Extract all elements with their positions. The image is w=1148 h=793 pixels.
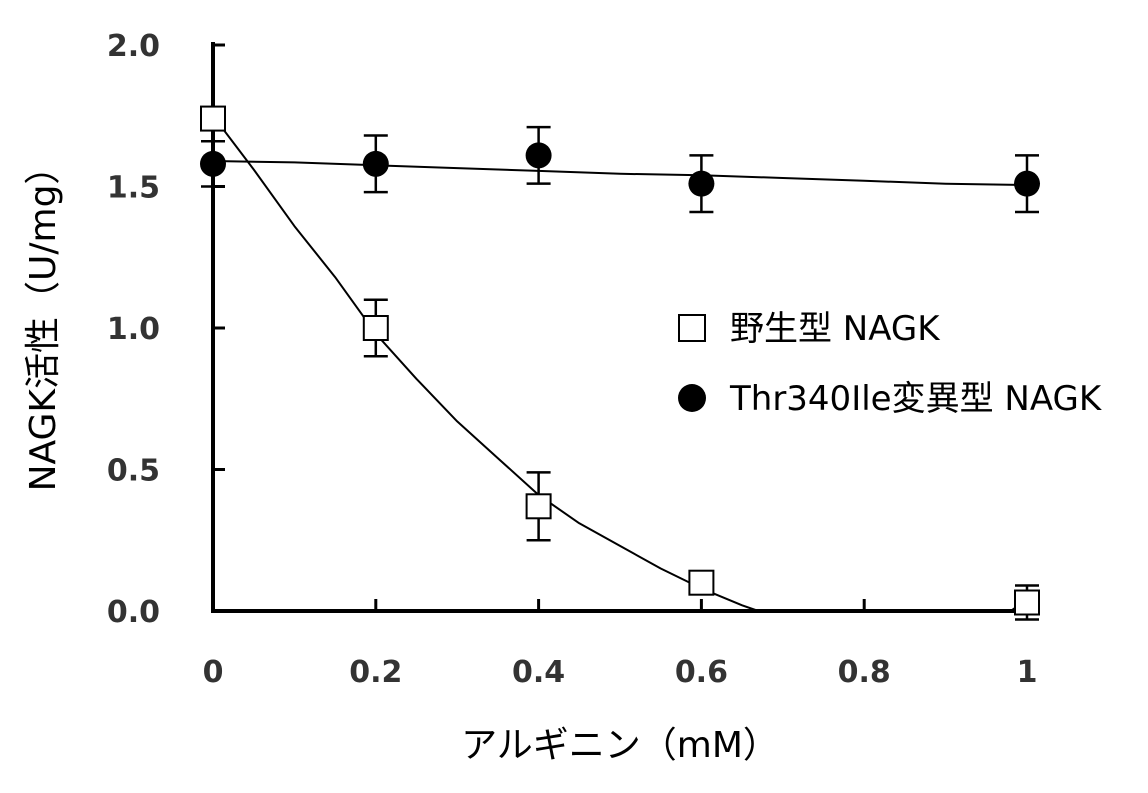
y-tick-label: 0.0 bbox=[107, 595, 160, 630]
y-tick-label: 1.0 bbox=[107, 312, 160, 347]
legend: 野生型 NAGK Thr340Ile変異型 NAGK bbox=[678, 309, 1103, 419]
data-point-mutant bbox=[1014, 170, 1040, 197]
data-markers bbox=[200, 105, 1040, 616]
data-point-wild-type bbox=[688, 569, 715, 596]
fit-curve-series-0 bbox=[212, 115, 1028, 612]
data-point-wild-type bbox=[1014, 589, 1040, 616]
y-axis-label: NAGK活性（U/mg） bbox=[23, 149, 64, 492]
x-tick-label: 0.2 bbox=[349, 655, 402, 690]
fit-curve-series-1 bbox=[212, 160, 1028, 187]
data-point-mutant bbox=[525, 142, 552, 169]
legend-marker-open-square bbox=[678, 314, 706, 342]
data-point-wild-type bbox=[362, 315, 389, 341]
x-axis-label: アルギニン（mM） bbox=[461, 725, 779, 766]
legend-marker-filled-circle bbox=[678, 384, 706, 412]
y-tick-label: 1.5 bbox=[107, 171, 160, 206]
x-tick-label: 0 bbox=[203, 655, 224, 690]
y-tick-label: 2.0 bbox=[107, 29, 160, 64]
fit-curves bbox=[212, 115, 1028, 612]
data-point-mutant bbox=[362, 150, 389, 177]
data-point-wild-type bbox=[525, 493, 552, 520]
x-tick-label: 1 bbox=[1017, 655, 1038, 690]
x-tick-label: 0.4 bbox=[512, 655, 565, 690]
x-tick-label: 0.8 bbox=[838, 655, 891, 690]
tick-labels: 0.0 0.5 1.0 1.5 2.0 0 0.2 0.4 0.6 0.8 1 bbox=[107, 29, 1038, 690]
x-tick-label: 0.6 bbox=[675, 655, 728, 690]
y-tick-label: 0.5 bbox=[107, 454, 160, 489]
data-point-mutant bbox=[688, 170, 715, 197]
legend-label-wild-type: 野生型 NAGK bbox=[730, 309, 941, 349]
data-point-mutant bbox=[200, 150, 226, 177]
legend-label-mutant: Thr340Ile変異型 NAGK bbox=[729, 379, 1103, 419]
data-point-wild-type bbox=[200, 105, 226, 132]
